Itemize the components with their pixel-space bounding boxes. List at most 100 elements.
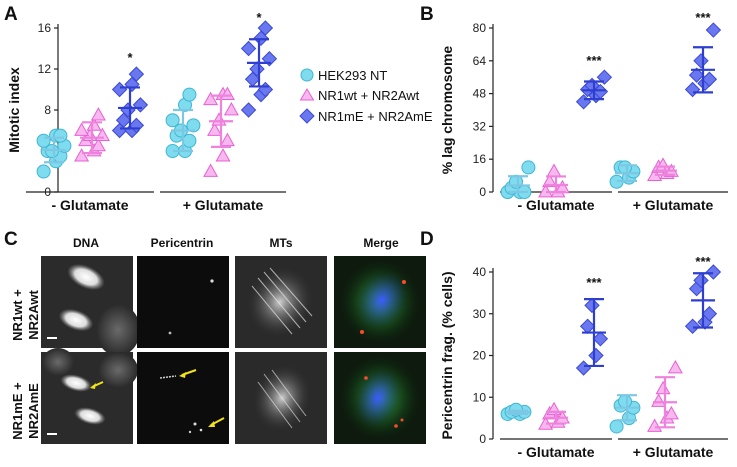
data-point — [86, 117, 102, 131]
data-point — [575, 94, 592, 110]
panel-letter-a: A — [4, 4, 18, 25]
micrograph-row1-pericentrin — [137, 256, 229, 348]
data-point — [521, 160, 536, 175]
data-point — [588, 347, 604, 364]
data-point — [693, 53, 709, 69]
data-point — [618, 160, 632, 175]
data-point — [240, 40, 257, 57]
data-point — [546, 163, 562, 177]
significance-mark: *** — [695, 254, 711, 269]
y-tick-label: 20 — [473, 349, 487, 363]
data-point — [90, 107, 106, 121]
data-point — [111, 81, 128, 98]
group-label: - Glutamate — [517, 197, 594, 213]
data-point — [203, 163, 219, 177]
data-point — [223, 101, 239, 116]
panel-letter-d: D — [420, 229, 434, 250]
significance-mark: *** — [695, 10, 711, 25]
data-point — [207, 122, 223, 136]
data-point — [36, 133, 51, 148]
micrograph-row1-mts — [235, 256, 327, 348]
y-axis-title: Pericentrin frag. (% cells) — [439, 271, 455, 439]
y-tick-label: 32 — [473, 119, 487, 133]
legend-item-nr1me: NR1mE + NR2AmE — [299, 108, 433, 124]
panel-c-microscopy: DNA Pericentrin MTs Merge NR1wt + NR2Awt… — [10, 236, 426, 444]
data-point — [701, 306, 718, 322]
group-label: - Glutamate — [517, 444, 594, 460]
panel-letter-c: C — [4, 229, 18, 250]
y-tick-label: 8 — [44, 103, 51, 117]
row-label-nr1me-line2: NR2AmE — [26, 383, 41, 439]
legend-label-nr1me: NR1mE + NR2AmE — [318, 109, 433, 124]
micrograph-row1-dna — [41, 256, 140, 356]
group-label: + Glutamate — [633, 197, 714, 213]
data-point — [655, 380, 671, 395]
data-point — [36, 164, 51, 179]
data-point — [128, 66, 145, 82]
significance-mark: *** — [586, 53, 602, 68]
legend-triangle-marker — [299, 88, 315, 101]
data-point — [609, 419, 624, 434]
y-tick-label: 40 — [473, 265, 487, 279]
data-point — [542, 173, 558, 188]
data-point — [688, 67, 705, 83]
col-header-merge: Merge — [363, 236, 399, 250]
y-tick-label: 10 — [473, 390, 487, 404]
col-header-mts: MTs — [269, 236, 292, 250]
y-tick-label: 48 — [473, 87, 487, 101]
data-point — [215, 148, 231, 162]
legend-label-nr1wt: NR1wt + NR2Awt — [318, 88, 420, 103]
y-tick-label: 12 — [38, 62, 52, 76]
group-label: + Glutamate — [183, 197, 264, 213]
micrograph-row2-pericentrin — [137, 352, 229, 444]
data-point — [249, 61, 265, 77]
group-label: - Glutamate — [51, 197, 128, 213]
row-label-nr1me-line1: NR1mE + — [10, 382, 25, 440]
data-point — [132, 97, 149, 113]
data-point — [203, 91, 219, 106]
y-axis-title: Mitotic index — [6, 67, 22, 153]
data-point — [74, 122, 90, 136]
data-point — [90, 137, 106, 152]
data-point — [693, 272, 709, 289]
significance-mark: * — [127, 50, 133, 65]
data-point — [705, 22, 722, 38]
significance-mark: * — [256, 10, 262, 25]
y-tick-label: 80 — [473, 21, 487, 35]
legend-item-nr1wt: NR1wt + NR2Awt — [299, 88, 420, 103]
data-point — [165, 113, 180, 128]
legend-label-hek293: HEK293 NT — [318, 68, 387, 83]
data-point — [592, 331, 609, 347]
y-tick-label: 16 — [473, 152, 487, 166]
y-tick-label: 16 — [38, 21, 52, 35]
data-point — [647, 418, 663, 432]
group-label: + Glutamate — [633, 444, 714, 460]
data-point — [240, 102, 257, 118]
data-point — [257, 20, 274, 36]
y-tick-label: 0 — [479, 185, 486, 199]
data-point — [575, 360, 592, 376]
data-point — [684, 318, 701, 334]
chart-d-pericentrin: 0 10 20 30 40 Pericentrin frag. (% cells) - Gl… — [439, 254, 728, 460]
data-point — [663, 405, 679, 420]
data-point — [74, 148, 90, 162]
micrograph-row2-dna — [41, 348, 138, 444]
data-point — [705, 264, 722, 280]
chart-a-mitotic-index: 0481216Mitotic index- Glutamate+ Glutama… — [6, 10, 286, 213]
col-header-dna: DNA — [73, 236, 99, 250]
micrograph-row2-mts — [235, 352, 327, 444]
micrograph-row2-merge — [334, 352, 426, 444]
legend-circle-marker — [300, 68, 314, 82]
data-point — [667, 360, 683, 374]
data-point — [219, 132, 235, 147]
legend-item-hek293: HEK293 NT — [300, 68, 387, 83]
data-point — [186, 118, 201, 133]
legend-diamond-marker — [299, 108, 315, 124]
data-point — [53, 128, 68, 143]
y-tick-label: 64 — [473, 54, 487, 68]
col-header-pericentrin: Pericentrin — [151, 236, 214, 250]
data-point — [579, 318, 596, 334]
data-point — [211, 112, 227, 126]
chart-b-lag-chromosome: 0 16 32 48 64 80 % lag chromosome - Glutamate + … — [439, 10, 728, 213]
